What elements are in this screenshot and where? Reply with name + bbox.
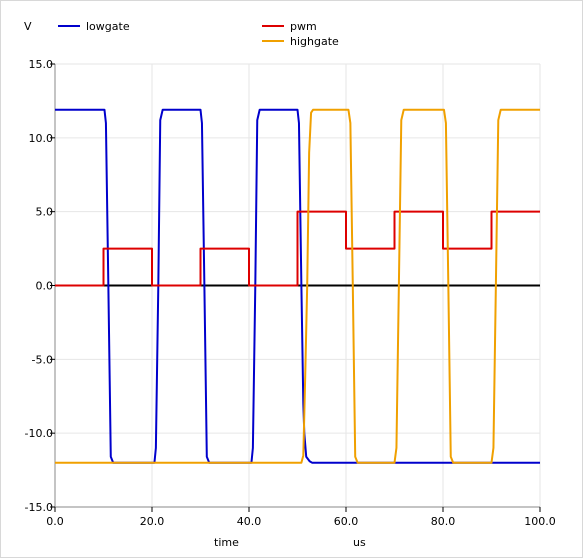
y-axis-label: V	[24, 20, 32, 33]
series-lines	[55, 108, 540, 464]
x-tick-label: 40.0	[237, 515, 262, 528]
x-tick-label: 0.0	[46, 515, 64, 528]
legend-label-highgate: highgate	[290, 35, 339, 48]
x-axis-label: time	[214, 536, 239, 549]
x-tick-label: 20.0	[140, 515, 165, 528]
x-axis-unit: us	[353, 536, 366, 549]
y-tick-label: -5.0	[32, 353, 53, 366]
x-tick-label: 60.0	[334, 515, 359, 528]
series-line-pwm	[55, 210, 540, 287]
y-tick-label: 0.0	[36, 280, 54, 293]
y-tick-label: 10.0	[29, 132, 54, 145]
y-tick-label: 5.0	[36, 206, 54, 219]
x-tick-label: 80.0	[431, 515, 456, 528]
legend: lowgate pwm highgate	[58, 20, 339, 48]
y-tick-label: -15.0	[25, 501, 53, 514]
legend-label-lowgate: lowgate	[86, 20, 130, 33]
y-tick-label: 15.0	[29, 58, 54, 71]
legend-label-pwm: pwm	[290, 20, 317, 33]
series-line-highgate	[55, 108, 540, 464]
y-tick-label: -10.0	[25, 427, 53, 440]
x-tick-label: 100.0	[524, 515, 556, 528]
tick-labels: 0.0 20.0 40.0 60.0 80.0 100.0 15.0 10.0 5.0 0.0 -5…	[25, 58, 556, 528]
